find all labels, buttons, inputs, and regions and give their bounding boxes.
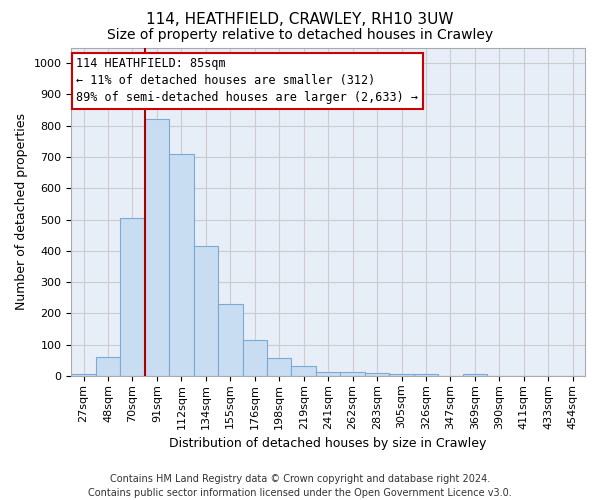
Bar [194,246,218,376]
Bar [365,373,389,376]
X-axis label: Distribution of detached houses by size in Crawley: Distribution of detached houses by size … [169,437,487,450]
Bar [389,374,414,376]
Bar [169,154,194,376]
Bar [316,372,340,376]
Text: Contains HM Land Registry data © Crown copyright and database right 2024.
Contai: Contains HM Land Registry data © Crown c… [88,474,512,498]
Bar [96,358,120,376]
Bar [71,374,96,376]
Bar [145,120,169,376]
Bar [414,374,438,376]
Bar [242,340,267,376]
Bar [120,218,145,376]
Bar [463,374,487,376]
Bar [267,358,292,376]
Y-axis label: Number of detached properties: Number of detached properties [15,114,28,310]
Text: 114 HEATHFIELD: 85sqm
← 11% of detached houses are smaller (312)
89% of semi-det: 114 HEATHFIELD: 85sqm ← 11% of detached … [76,58,418,104]
Bar [218,304,242,376]
Bar [340,372,365,376]
Text: 114, HEATHFIELD, CRAWLEY, RH10 3UW: 114, HEATHFIELD, CRAWLEY, RH10 3UW [146,12,454,28]
Text: Size of property relative to detached houses in Crawley: Size of property relative to detached ho… [107,28,493,42]
Bar [292,366,316,376]
